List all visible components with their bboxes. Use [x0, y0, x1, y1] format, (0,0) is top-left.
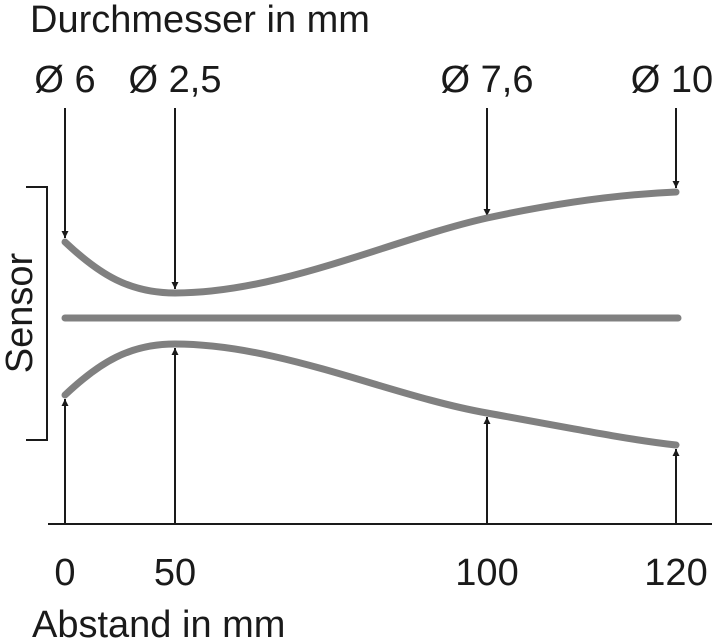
- diameter-label: Ø 10: [631, 59, 713, 101]
- sensor-bracket: [26, 186, 48, 441]
- distance-label: 100: [455, 552, 518, 594]
- diameter-label: Ø 7,6: [441, 59, 534, 101]
- beam-upper: [61, 188, 680, 297]
- distance-label: 120: [644, 552, 707, 594]
- diameter-label: Ø 2,5: [129, 59, 222, 101]
- arrows: [26, 108, 712, 525]
- title: Durchmesser in mm: [30, 0, 370, 41]
- distance-label: 0: [54, 552, 75, 594]
- distance-label: 50: [154, 552, 196, 594]
- sensor-label: Sensor: [0, 252, 41, 373]
- diameter-label: Ø 6: [34, 59, 95, 101]
- beam: [61, 188, 682, 449]
- axis-label: Abstand in mm: [32, 604, 285, 644]
- beam-lower: [61, 340, 680, 449]
